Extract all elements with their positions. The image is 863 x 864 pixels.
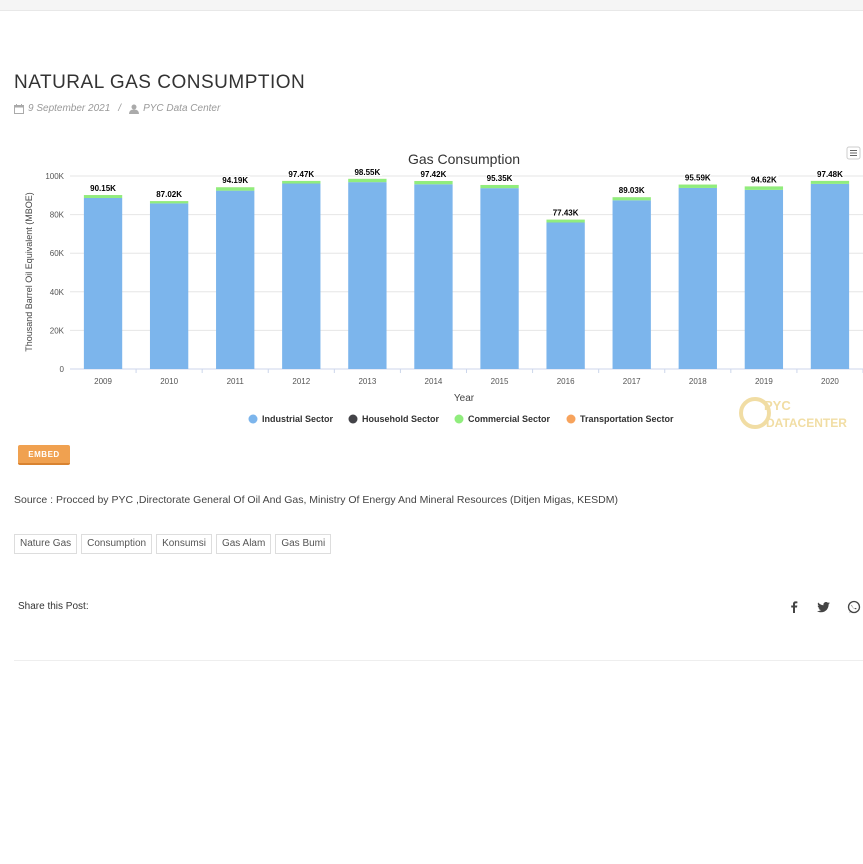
tag-gas-bumi[interactable]: Gas Bumi: [275, 534, 332, 554]
watermark-logo: PYC DATACENTER: [739, 397, 847, 430]
top-nav-bar: [0, 0, 863, 11]
x-tick-label: 2010: [160, 377, 178, 386]
y-tick-label: 20K: [50, 326, 65, 335]
post-author[interactable]: PYC Data Center: [143, 103, 221, 114]
total-data-label: 97.47K: [288, 170, 314, 179]
bar-commercial-2018[interactable]: [678, 184, 717, 188]
total-data-label: 77.43K: [553, 209, 579, 218]
total-data-label: 97.48K: [817, 170, 843, 179]
x-axis-label: Year: [454, 393, 475, 404]
total-data-label: 97.42K: [421, 170, 447, 179]
total-data-label: 90.15K: [90, 184, 116, 193]
legend-item-commercial[interactable]: Commercial Sector: [454, 414, 551, 424]
bar-industrial-2015[interactable]: [480, 188, 519, 369]
y-tick-label: 0: [60, 365, 65, 374]
bar-industrial-2020[interactable]: [810, 183, 850, 369]
tag-nature-gas[interactable]: Nature Gas: [14, 534, 78, 554]
share-buttons: [786, 600, 862, 614]
bar-commercial-2009[interactable]: [83, 195, 123, 198]
user-icon: [129, 104, 140, 114]
bar-industrial-2010[interactable]: [149, 203, 189, 369]
legend-marker: [454, 414, 464, 424]
bar-commercial-2016[interactable]: [546, 219, 585, 223]
y-tick-label: 40K: [50, 288, 65, 297]
legend-marker: [348, 414, 358, 424]
calendar-icon: [14, 103, 24, 114]
x-tick-label: 2012: [292, 377, 310, 386]
legend-item-industrial[interactable]: Industrial Sector: [248, 414, 334, 424]
x-tick-label: 2016: [557, 377, 575, 386]
bar-industrial-2018[interactable]: [678, 187, 717, 369]
meta-separator: /: [118, 103, 122, 114]
legend-label: Household Sector: [362, 414, 440, 424]
embed-button[interactable]: EMBED: [18, 445, 70, 465]
bar-industrial-2014[interactable]: [414, 184, 453, 369]
source-text: Source : Procced by PYC ,Directorate Gen…: [14, 494, 618, 506]
total-data-label: 94.62K: [751, 175, 777, 184]
svg-text:DATACENTER: DATACENTER: [766, 416, 847, 430]
x-tick-label: 2014: [425, 377, 443, 386]
x-tick-label: 2015: [491, 377, 509, 386]
bar-industrial-2017[interactable]: [612, 200, 651, 369]
bar-commercial-2010[interactable]: [149, 201, 189, 204]
bar-commercial-2012[interactable]: [282, 180, 321, 184]
legend-label: Commercial Sector: [468, 414, 551, 424]
legend-item-household[interactable]: Household Sector: [348, 414, 440, 424]
bar-commercial-2014[interactable]: [414, 181, 453, 185]
post-meta: 9 September 2021 / PYC Data Center: [14, 103, 220, 114]
gas-consumption-chart: Gas Consumption 0 20K 40K 60K 80K 100K 2009 20…: [24, 146, 863, 430]
share-label: Share this Post:: [18, 601, 89, 612]
total-data-label: 94.19K: [222, 176, 248, 185]
tag-list: Nature Gas Consumption Konsumsi Gas Alam…: [14, 534, 332, 554]
page-title: NATURAL GAS CONSUMPTION: [14, 72, 306, 93]
y-tick-label: 100K: [45, 172, 64, 181]
y-tick-label: 80K: [50, 211, 65, 220]
total-data-label: 89.03K: [619, 186, 645, 195]
bar-commercial-2013[interactable]: [348, 178, 387, 183]
post-date: 9 September 2021: [28, 103, 111, 114]
bar-commercial-2015[interactable]: [480, 184, 519, 189]
chart-menu-button[interactable]: [846, 146, 861, 160]
total-data-label: 95.59K: [685, 174, 711, 183]
x-tick-label: 2011: [227, 377, 245, 386]
x-tick-label: 2020: [821, 377, 839, 386]
total-data-label: 98.55K: [354, 168, 380, 177]
bar-industrial-2009[interactable]: [83, 198, 123, 369]
facebook-icon[interactable]: [786, 600, 802, 614]
legend-marker: [248, 414, 258, 424]
legend-label: Industrial Sector: [262, 414, 334, 424]
bar-commercial-2019[interactable]: [744, 186, 784, 190]
bar-industrial-2016[interactable]: [546, 222, 585, 369]
legend-marker: [566, 414, 576, 424]
section-divider: [14, 660, 863, 661]
tag-gas-alam[interactable]: Gas Alam: [215, 534, 272, 554]
x-tick-label: 2018: [689, 377, 707, 386]
bar-industrial-2012[interactable]: [282, 183, 321, 369]
svg-text:PYC: PYC: [764, 398, 791, 413]
bar-commercial-2020[interactable]: [810, 180, 850, 184]
x-tick-label: 2019: [755, 377, 773, 386]
hamburger-menu-icon: [850, 150, 857, 156]
total-data-label: 95.35K: [487, 174, 513, 183]
tag-consumption[interactable]: Consumption: [81, 534, 153, 554]
x-tick-label: 2017: [623, 377, 641, 386]
twitter-icon[interactable]: [816, 600, 832, 614]
whatsapp-icon[interactable]: [846, 600, 862, 614]
total-data-label: 87.02K: [156, 190, 182, 199]
legend-item-transportation[interactable]: Transportation Sector: [566, 414, 675, 424]
legend-label: Transportation Sector: [580, 414, 674, 424]
tag-konsumsi[interactable]: Konsumsi: [156, 534, 212, 554]
bar-industrial-2013[interactable]: [348, 182, 387, 369]
x-tick-label: 2013: [358, 377, 376, 386]
chart-title: Gas Consumption: [408, 151, 520, 167]
bar-industrial-2011[interactable]: [216, 190, 255, 369]
y-tick-label: 60K: [50, 249, 65, 258]
y-axis-label: Thousand Barrel Oil Equivalent (MBOE): [24, 192, 34, 352]
x-tick-label: 2009: [94, 377, 112, 386]
bar-commercial-2017[interactable]: [612, 197, 651, 201]
bar-commercial-2011[interactable]: [216, 187, 255, 191]
bar-industrial-2019[interactable]: [744, 189, 784, 369]
